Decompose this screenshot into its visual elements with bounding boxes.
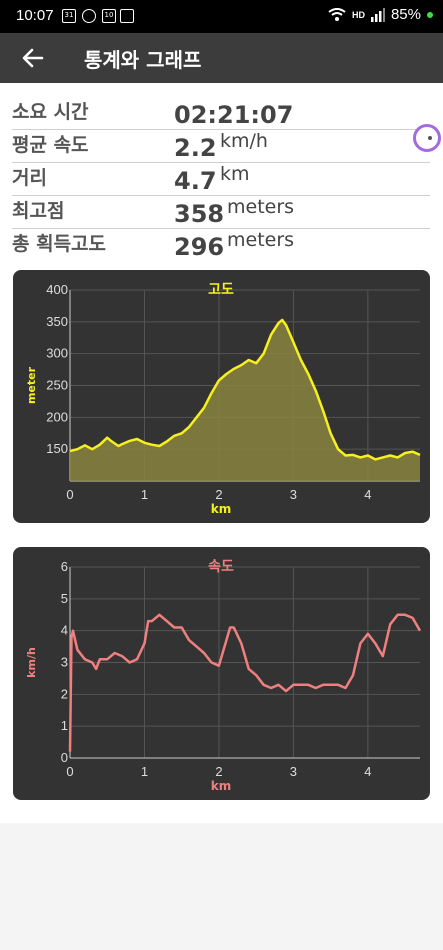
- calendar-icon: 31: [62, 9, 76, 23]
- stat-value: 02:21:07: [174, 101, 294, 129]
- stat-label: 총 획득고도: [12, 233, 107, 255]
- y-tick-label: 350: [46, 314, 68, 329]
- stat-value: 296: [174, 233, 225, 261]
- stat-value: 4.7: [174, 167, 217, 195]
- page-title: 통계와 그래프: [84, 48, 202, 72]
- y-axis-label: km/h: [25, 647, 38, 678]
- x-axis-label: km: [211, 779, 231, 793]
- stat-value: 358: [174, 200, 225, 228]
- stat-unit: meters: [227, 229, 295, 251]
- stat-unit: km: [220, 163, 250, 185]
- privacy-dot-icon: [427, 11, 433, 18]
- stat-unit: km/h: [220, 130, 268, 152]
- x-tick-label: 2: [215, 764, 222, 779]
- stat-label: 평균 속도: [12, 134, 89, 156]
- stats-content: 소요 시간 02:21:07 평균 속도 2.2 km/h 거리 4.7 km …: [0, 83, 443, 823]
- floating-widget-icon[interactable]: [413, 124, 441, 152]
- speed-line: [68, 613, 422, 752]
- chart-title: 속도: [208, 559, 234, 575]
- y-tick-label: 200: [46, 409, 68, 424]
- y-tick-label: 6: [61, 559, 68, 574]
- stat-unit: meters: [227, 196, 295, 218]
- chart-title: 고도: [208, 282, 234, 298]
- elevation-chart-card: 0 1 2 3 4 150 200 250 300 350 400 고도 km meter: [13, 270, 430, 523]
- x-tick-label: 0: [66, 764, 73, 779]
- elevation-area: [70, 319, 420, 481]
- gallery-icon: [120, 9, 134, 23]
- battery-text: 85%: [390, 6, 421, 23]
- y-axis-label: meter: [25, 366, 38, 404]
- stat-value: 2.2: [174, 134, 217, 162]
- x-tick-label: 1: [141, 764, 148, 779]
- y-tick-label: 4: [61, 623, 68, 638]
- y-tick-label: 3: [61, 655, 68, 670]
- arrow-left-icon[interactable]: [20, 45, 46, 71]
- network-label: HD: [351, 9, 365, 20]
- calendar-icon-2: 10: [102, 9, 116, 23]
- stat-label: 최고점: [12, 200, 65, 222]
- stat-row-duration: 소요 시간 02:21:07: [12, 97, 430, 130]
- y-tick-label: 300: [46, 346, 68, 361]
- y-tick-label: 150: [46, 441, 68, 456]
- signal-icon: [370, 7, 385, 22]
- status-right: HD 85%: [328, 6, 433, 23]
- y-tick-label: 1: [61, 718, 68, 733]
- bottom-blank-area: [0, 823, 443, 950]
- y-tick-label: 400: [46, 282, 68, 297]
- stat-label: 소요 시간: [12, 101, 89, 123]
- wifi-icon: [328, 7, 346, 21]
- x-tick-label: 3: [290, 487, 297, 502]
- x-tick-label: 1: [141, 487, 148, 502]
- stat-row-elevation-gain: 총 획득고도 296 meters: [12, 229, 430, 261]
- chat-icon: [82, 9, 96, 23]
- stat-row-avg-speed: 평균 속도 2.2 km/h: [12, 130, 430, 163]
- speed-chart: 0 1 2 3 4 0 1 2 3 4 5 6 속도 km km/h: [25, 559, 422, 793]
- x-tick-label: 4: [364, 764, 371, 779]
- stat-row-max-elevation: 최고점 358 meters: [12, 196, 430, 229]
- stat-label: 거리: [12, 167, 47, 189]
- app-bar: 통계와 그래프: [0, 33, 443, 83]
- speed-chart-card: 0 1 2 3 4 0 1 2 3 4 5 6 속도 km km/h: [13, 547, 430, 800]
- x-axis-label: km: [211, 502, 231, 516]
- elevation-line: [69, 318, 421, 461]
- elevation-chart: 0 1 2 3 4 150 200 250 300 350 400 고도 km meter: [25, 282, 421, 516]
- x-tick-label: 0: [66, 487, 73, 502]
- x-tick-label: 4: [364, 487, 371, 502]
- status-time: 10:07: [16, 7, 54, 24]
- x-tick-label: 2: [215, 487, 222, 502]
- stat-row-distance: 거리 4.7 km: [12, 163, 430, 196]
- y-tick-label: 250: [46, 378, 68, 393]
- status-bar: 10:07 31 10 HD 85%: [0, 0, 443, 33]
- y-tick-label: 2: [61, 686, 68, 701]
- y-tick-label: 5: [61, 591, 68, 606]
- y-tick-label: 0: [61, 750, 68, 765]
- x-tick-label: 3: [290, 764, 297, 779]
